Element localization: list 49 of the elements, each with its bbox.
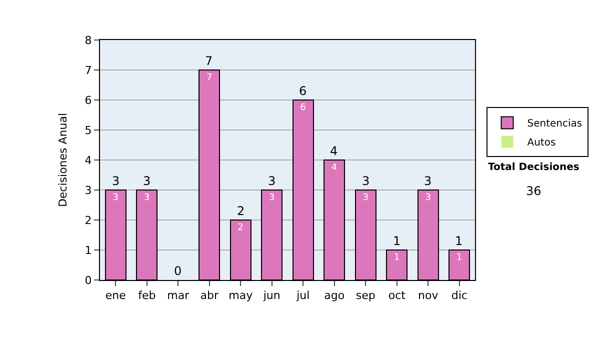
text: Total Decisiones	[488, 162, 580, 173]
total-label: 7	[205, 54, 213, 68]
x-tick-label: jul	[296, 289, 310, 302]
data-label: 6	[300, 103, 306, 113]
data-label: 4	[331, 163, 338, 173]
total-label: 3	[362, 174, 370, 188]
total-label: 1	[455, 234, 463, 248]
data-label: 3	[362, 193, 368, 203]
data-label: 3	[144, 193, 150, 203]
y-tick-label: 0	[84, 274, 92, 287]
x-tick-label: mar	[167, 289, 190, 302]
data-label: 3	[269, 193, 275, 203]
y-tick-label: 5	[84, 124, 92, 137]
data-label: 7	[206, 73, 212, 83]
y-tick-label: 3	[84, 184, 92, 197]
y-tick-label: 8	[84, 34, 92, 47]
x-tick-label: ago	[324, 289, 345, 302]
legend-label: Autos	[527, 138, 556, 149]
total-label: 0	[174, 264, 182, 278]
y-tick-label: 1	[84, 244, 92, 257]
y-tick-label: 2	[84, 214, 92, 227]
x-tick-label: feb	[138, 289, 156, 302]
y-tick-label: 7	[84, 64, 92, 77]
total-label: 3	[424, 174, 432, 188]
x-tick-label: abr	[200, 289, 219, 302]
total-label: 3	[112, 174, 120, 188]
total-label: 2	[237, 204, 245, 218]
total-label: 3	[143, 174, 151, 188]
text: 36	[526, 184, 542, 198]
y-axis-title: Decisiones Anual	[56, 112, 70, 208]
y-tick-label: 6	[84, 94, 92, 107]
x-tick-label: dic	[451, 289, 468, 302]
data-label: 3	[112, 193, 118, 203]
legend-label: Sentencias	[527, 118, 582, 130]
x-tick-label: jun	[262, 289, 280, 302]
total-label: 6	[299, 84, 307, 98]
x-tick-label: oct	[388, 289, 406, 302]
x-tick-label: nov	[418, 289, 439, 302]
x-tick-label: may	[228, 289, 254, 302]
total-label: 4	[330, 144, 338, 158]
x-tick-label: ene	[105, 289, 126, 302]
total-label: 1	[393, 234, 401, 248]
total-label: 3	[268, 174, 276, 188]
y-tick-label: 4	[84, 154, 92, 167]
x-tick-label: sep	[356, 289, 376, 302]
data-label: 3	[425, 193, 431, 203]
data-label: 1	[394, 253, 400, 263]
data-label: 2	[238, 223, 244, 233]
data-label: 1	[456, 253, 462, 263]
